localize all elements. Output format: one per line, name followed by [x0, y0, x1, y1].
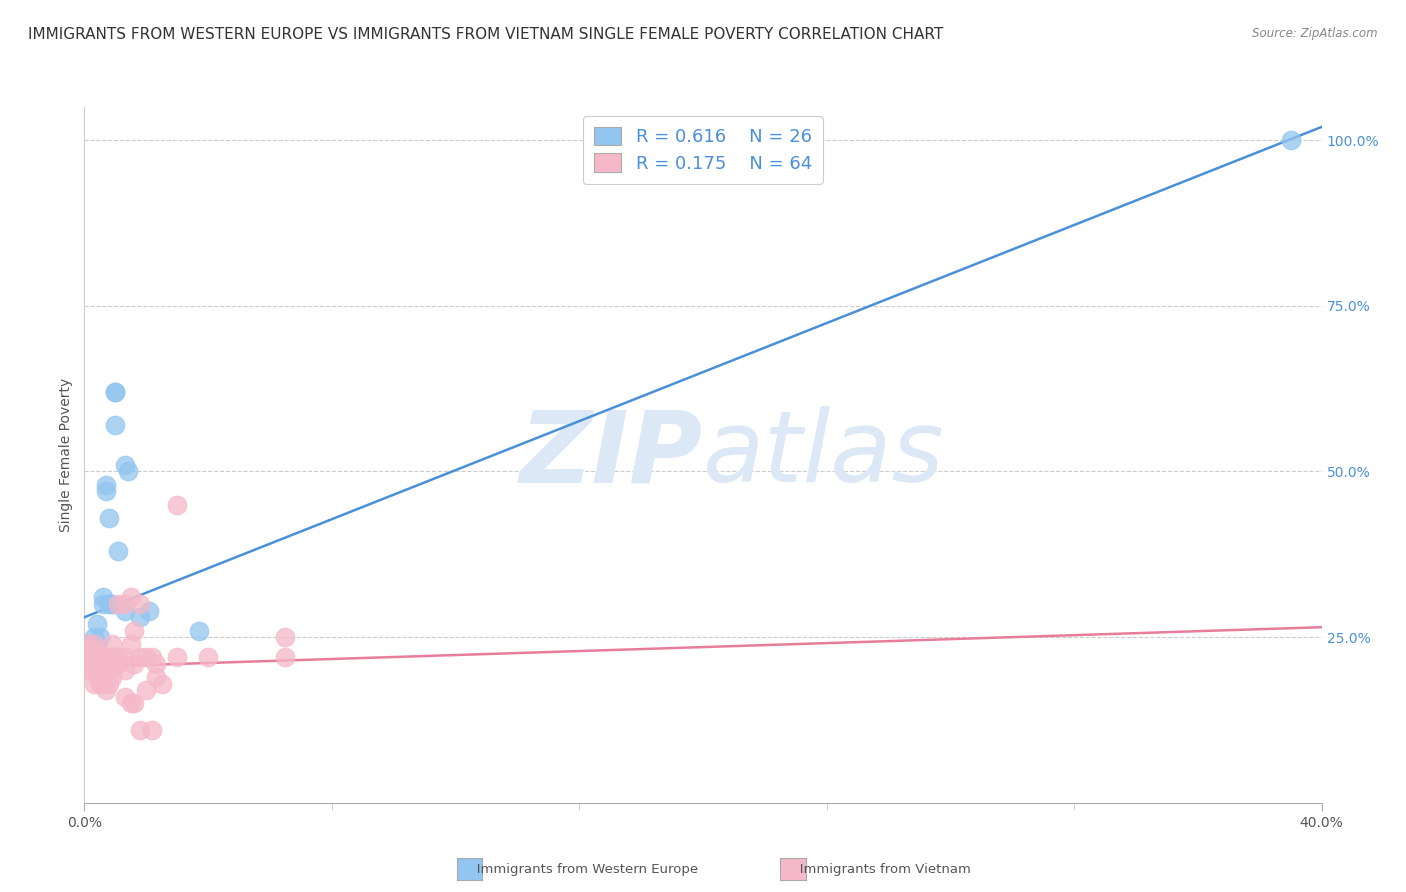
Point — [98, 676, 121, 690]
Point — [94, 650, 117, 665]
Point — [94, 657, 117, 671]
Point — [138, 604, 160, 618]
Point — [101, 650, 124, 665]
Text: Immigrants from Western Europe: Immigrants from Western Europe — [464, 863, 699, 876]
Text: Source: ZipAtlas.com: Source: ZipAtlas.com — [1253, 27, 1378, 40]
Point — [114, 458, 136, 472]
Point — [89, 630, 111, 644]
Point — [76, 643, 98, 657]
Point — [107, 544, 129, 558]
Point — [129, 597, 152, 611]
Point — [129, 610, 152, 624]
Point — [114, 650, 136, 665]
Point — [166, 650, 188, 665]
Point — [83, 637, 105, 651]
Point — [83, 650, 105, 665]
Point — [120, 591, 142, 605]
Point — [107, 650, 129, 665]
Point — [1279, 133, 1302, 147]
Point — [135, 683, 157, 698]
Point — [104, 384, 127, 399]
Point — [274, 650, 297, 665]
Point — [145, 670, 167, 684]
Point — [86, 670, 108, 684]
Point — [83, 657, 105, 671]
Point — [98, 597, 121, 611]
Point — [166, 498, 188, 512]
Point — [91, 670, 114, 684]
Point — [89, 663, 111, 677]
Point — [91, 650, 114, 665]
Point — [122, 697, 145, 711]
Text: ZIP: ZIP — [520, 407, 703, 503]
Point — [91, 650, 114, 665]
Point — [274, 630, 297, 644]
Point — [114, 604, 136, 618]
Point — [89, 676, 111, 690]
Point — [150, 676, 173, 690]
Point — [89, 650, 111, 665]
Point — [83, 676, 105, 690]
Point — [98, 663, 121, 677]
Point — [141, 723, 163, 737]
Point — [98, 657, 121, 671]
Point — [141, 650, 163, 665]
Point — [91, 597, 114, 611]
Point — [101, 670, 124, 684]
Point — [91, 591, 114, 605]
Point — [104, 418, 127, 433]
Point — [114, 597, 136, 611]
Point — [83, 650, 105, 665]
Point — [104, 384, 127, 399]
Point — [145, 657, 167, 671]
Point — [86, 637, 108, 651]
Point — [86, 616, 108, 631]
Point — [107, 657, 129, 671]
Point — [129, 723, 152, 737]
Point — [86, 650, 108, 665]
Point — [76, 650, 98, 665]
Point — [94, 477, 117, 491]
Point — [79, 663, 101, 677]
Point — [101, 650, 124, 665]
Legend: R = 0.616    N = 26, R = 0.175    N = 64: R = 0.616 N = 26, R = 0.175 N = 64 — [583, 116, 823, 184]
Point — [86, 663, 108, 677]
Point — [76, 637, 98, 651]
Point — [79, 650, 101, 665]
Point — [76, 650, 98, 665]
Y-axis label: Single Female Poverty: Single Female Poverty — [59, 378, 73, 532]
Point — [101, 597, 124, 611]
Point — [94, 683, 117, 698]
Point — [79, 643, 101, 657]
Point — [79, 637, 101, 651]
Point — [114, 690, 136, 704]
Point — [187, 624, 209, 638]
Text: IMMIGRANTS FROM WESTERN EUROPE VS IMMIGRANTS FROM VIETNAM SINGLE FEMALE POVERTY : IMMIGRANTS FROM WESTERN EUROPE VS IMMIGR… — [28, 27, 943, 42]
Point — [197, 650, 219, 665]
Point — [89, 650, 111, 665]
Text: atlas: atlas — [703, 407, 945, 503]
Point — [79, 657, 101, 671]
Point — [117, 465, 139, 479]
Point — [89, 650, 111, 665]
Point — [104, 650, 127, 665]
Text: Immigrants from Vietnam: Immigrants from Vietnam — [787, 863, 972, 876]
Point — [114, 663, 136, 677]
Point — [83, 630, 105, 644]
Point — [135, 650, 157, 665]
Point — [94, 484, 117, 499]
Point — [91, 676, 114, 690]
Point — [76, 663, 98, 677]
Point — [86, 643, 108, 657]
Point — [122, 657, 145, 671]
Point — [122, 624, 145, 638]
Point — [104, 657, 127, 671]
Point — [101, 637, 124, 651]
Point — [98, 511, 121, 525]
Point — [129, 650, 152, 665]
Point — [120, 697, 142, 711]
Point — [107, 597, 129, 611]
Point — [120, 637, 142, 651]
